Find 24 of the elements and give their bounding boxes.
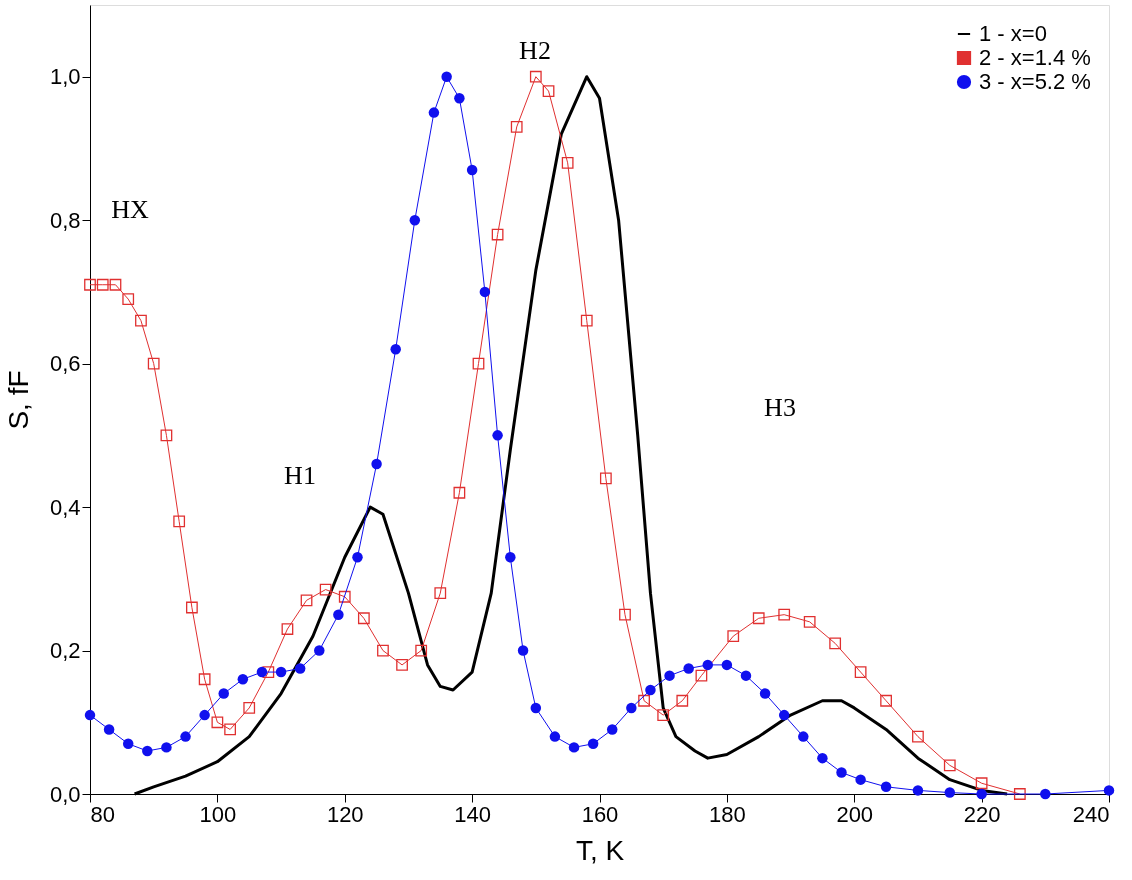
annotation: H2: [519, 35, 551, 65]
legend-label: 2 - x=1.4 %: [979, 45, 1091, 70]
annotation: H1: [284, 461, 316, 491]
x-tick-label: 120: [326, 801, 364, 827]
y-tick-label: 0,2: [49, 638, 81, 664]
y-axis-title: S, fF: [2, 370, 34, 430]
x-tick-label: 160: [581, 801, 619, 827]
y-tick-label: 0,4: [49, 494, 81, 520]
x-tick-label: 200: [836, 801, 874, 827]
x-axis-title: T, K: [575, 834, 625, 866]
x-tick-label: 100: [199, 801, 237, 827]
legend-label: 1 - x=0: [979, 21, 1047, 46]
x-tick-label: 180: [709, 801, 746, 827]
x-tick-label: 220: [963, 801, 1001, 827]
legend-label: 3 - x=5.2 %: [979, 69, 1091, 94]
x-tick-label: 240: [1072, 801, 1110, 827]
y-tick-label: 1,0: [49, 64, 81, 90]
y-tick-label: 0,8: [49, 207, 81, 233]
x-tick-label: 140: [454, 801, 491, 827]
annotation: H3: [764, 392, 796, 422]
x-tick-label: 80: [90, 801, 115, 827]
annotation: HX: [111, 195, 149, 225]
y-tick-label: 0,6: [49, 351, 81, 377]
y-tick-label: 0,0: [49, 781, 81, 807]
